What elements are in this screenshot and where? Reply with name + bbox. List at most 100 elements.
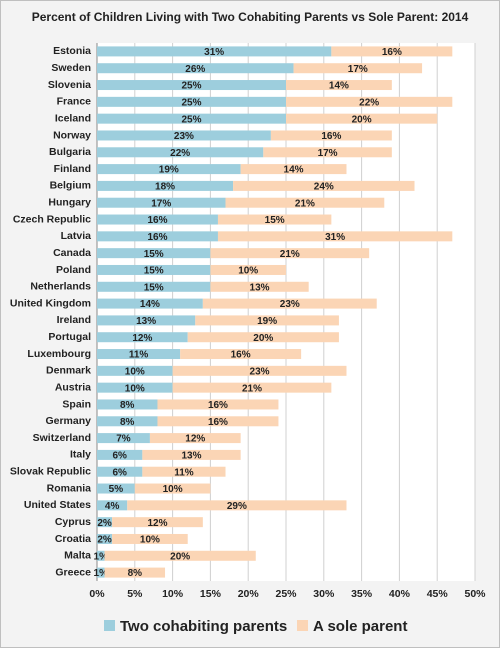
value-label: 26% [185,64,205,75]
value-label: 22% [170,148,190,159]
value-label: 20% [170,551,190,562]
y-tick-label: Iceland [55,112,91,124]
bar-segment [270,130,392,141]
bar-segment [97,281,211,292]
value-label: 5% [109,484,124,495]
bar-segment [112,517,203,528]
bar-segment [112,533,188,544]
bar-segment [210,264,286,275]
bar-segment [97,500,128,511]
y-tick-label: United States [24,499,91,511]
value-label: 1% [94,551,109,562]
x-tick-label: 10% [162,588,184,600]
bar-segment [97,315,196,326]
value-label: 15% [144,282,164,293]
legend-swatch [297,620,308,631]
bar-segment [97,113,286,124]
value-label: 19% [159,165,179,176]
x-tick-label: 25% [275,588,297,600]
value-label: 16% [208,417,228,428]
value-label: 10% [140,535,160,546]
bar-segment [180,349,302,360]
value-label: 13% [181,451,201,462]
bar-segment [149,433,241,444]
x-tick-label: 5% [127,588,143,600]
value-label: 10% [125,383,145,394]
y-tick-label: Malta [64,550,91,562]
x-tick-label: 20% [238,588,260,600]
bar-segment [286,113,438,124]
value-label: 11% [129,350,149,361]
value-label: 15% [144,266,164,277]
value-label: 17% [318,148,338,159]
x-tick-label: 40% [389,588,411,600]
bar-segment [97,264,211,275]
bar-segment [97,483,135,494]
bar-segment [104,567,166,578]
value-label: 15% [144,249,164,260]
bar-segment [97,298,203,309]
value-label: 20% [352,114,372,125]
y-tick-label: Slovenia [48,79,91,91]
bar-segment [97,130,271,141]
value-label: 16% [382,47,402,58]
bar-segment [157,399,279,410]
x-tick-label: 30% [313,588,335,600]
value-label: 7% [116,434,131,445]
bar-segment [217,231,453,242]
bar-segment [97,248,211,259]
bar-segment [293,63,423,74]
value-label: 24% [314,182,334,193]
value-label: 25% [181,97,201,108]
y-tick-label: France [57,96,92,108]
value-label: 16% [147,232,167,243]
value-label: 14% [329,81,349,92]
bar-segment [233,180,415,191]
value-label: 23% [174,131,194,142]
bar-segment [97,365,173,376]
x-tick-label: 15% [200,588,222,600]
bar-segment [142,449,241,460]
y-tick-label: Greece [55,566,91,578]
bar-segment [202,298,377,309]
y-tick-label: Bulgaria [49,146,91,158]
bar-segment [97,80,286,91]
y-tick-label: Romania [47,482,92,494]
value-label: 16% [321,131,341,142]
y-tick-label: Hungary [48,197,91,209]
value-label: 6% [112,451,127,462]
value-label: 10% [125,366,145,377]
bar-segment [157,416,279,427]
bar-segment [142,466,226,477]
y-tick-label: Switzerland [33,432,91,444]
bar-segment [97,180,234,191]
value-label: 17% [348,64,368,75]
value-label: 18% [155,182,175,193]
bar-segment [172,382,332,393]
value-label: 8% [120,417,135,428]
value-label: 12% [132,333,152,344]
bar-segment [127,500,347,511]
chart-title: Percent of Children Living with Two Coha… [32,10,469,24]
value-label: 12% [147,518,167,529]
value-label: 25% [181,81,201,92]
bar-segment [97,96,286,107]
y-tick-label: Germany [45,415,91,427]
y-tick-label: Latvia [61,230,92,242]
y-tick-label: Italy [70,449,91,461]
value-label: 22% [359,97,379,108]
bar-segment [331,46,453,57]
bar-segment [97,214,218,225]
bar-segment [97,349,181,360]
y-tick-label: Croatia [55,533,91,545]
value-label: 29% [227,501,247,512]
value-label: 10% [238,266,258,277]
y-tick-label: Ireland [57,314,91,326]
bar-segment [97,567,105,578]
value-label: 21% [280,249,300,260]
y-tick-label: Sweden [51,62,91,74]
value-label: 16% [147,215,167,226]
bar-segment [286,80,392,91]
y-tick-label: Canada [53,247,91,259]
bar-segment [97,147,264,158]
